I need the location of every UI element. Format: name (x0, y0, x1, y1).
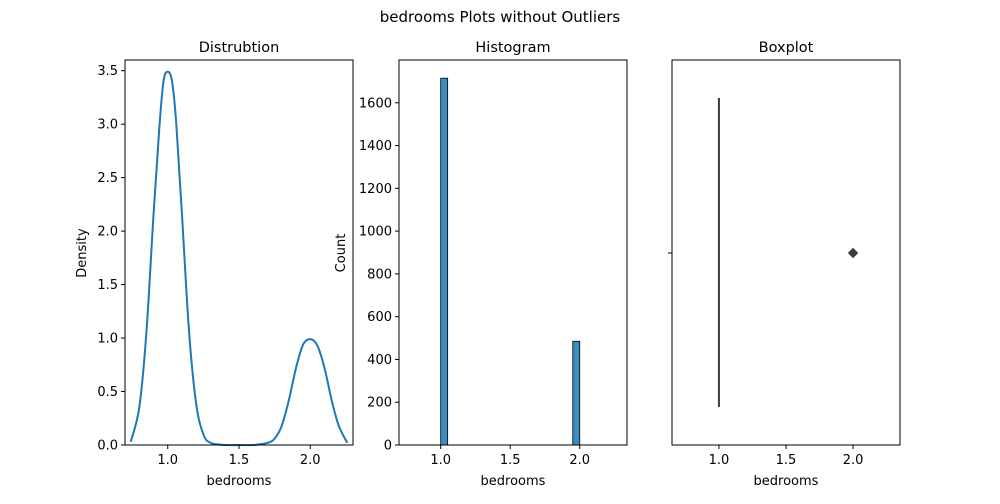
histogram-x-tick-label: 1.0 (430, 453, 451, 468)
boxplot-x-tick-label: 1.5 (776, 453, 797, 468)
density-x-tick-label: 1.5 (229, 453, 250, 468)
histogram-y-tick-label: 200 (367, 396, 392, 411)
density-y-tick-label: 2.5 (97, 171, 118, 186)
histogram-panel-title: Histogram (475, 40, 550, 56)
density-x-tick-label: 2.0 (300, 453, 321, 468)
figure-title: bedrooms Plots without Outliers (380, 8, 621, 26)
histogram-bar (440, 77, 449, 446)
histogram-y-tick-label: 1200 (359, 182, 392, 197)
boxplot-x-tick-label: 1.0 (709, 453, 730, 468)
density-ylabel: Density (75, 228, 90, 278)
boxplot-panel-title: Boxplot (759, 40, 814, 56)
density-y-tick-label: 0.5 (97, 385, 118, 400)
density-xlabel: bedrooms (207, 474, 272, 489)
histogram-y-tick-label: 1000 (359, 225, 392, 240)
density-y-tick-label: 3.5 (97, 64, 118, 79)
boxplot-xlabel: bedrooms (754, 474, 819, 489)
histogram-ylabel: Count (334, 234, 349, 273)
boxplot-panel-frame (671, 59, 901, 446)
boxplot-x-tick-label: 2.0 (843, 453, 864, 468)
density-y-tick-label: 0.0 (97, 439, 118, 454)
histogram-panel: Histogram 1.0 1.5 2.0 0 200 400 600 800 1000 120… (334, 40, 628, 489)
density-x-tick-label: 1.0 (157, 453, 178, 468)
histogram-xlabel: bedrooms (481, 474, 546, 489)
histogram-x-tick-label: 1.5 (500, 453, 521, 468)
histogram-y-tick-label: 800 (367, 267, 392, 282)
boxplot-panel: Boxplot 1.0 1.5 2.0 bedrooms (668, 40, 901, 489)
histogram-panel-frame (398, 59, 628, 446)
density-panel-title: Distrubtion (199, 40, 280, 56)
histogram-y-tick-label: 1600 (359, 96, 392, 111)
histogram-y-tick-label: 600 (367, 310, 392, 325)
density-y-tick-label: 2.0 (97, 225, 118, 240)
density-panel: Distrubtion 1.0 1.5 2.0 0.0 0.5 1.0 1.5 2.0 2.5… (75, 40, 354, 489)
boxplot-outlier (847, 247, 859, 259)
density-y-tick-label: 1.5 (97, 278, 118, 293)
histogram-x-tick-label: 2.0 (569, 453, 590, 468)
histogram-y-tick-label: 0 (384, 439, 392, 454)
histogram-bar (572, 340, 581, 446)
histogram-y-tick-label: 400 (367, 353, 392, 368)
density-y-tick-label: 1.0 (97, 332, 118, 347)
histogram-y-tick-label: 1400 (359, 139, 392, 154)
density-y-tick-label: 3.0 (97, 118, 118, 133)
density-curve (129, 70, 349, 447)
